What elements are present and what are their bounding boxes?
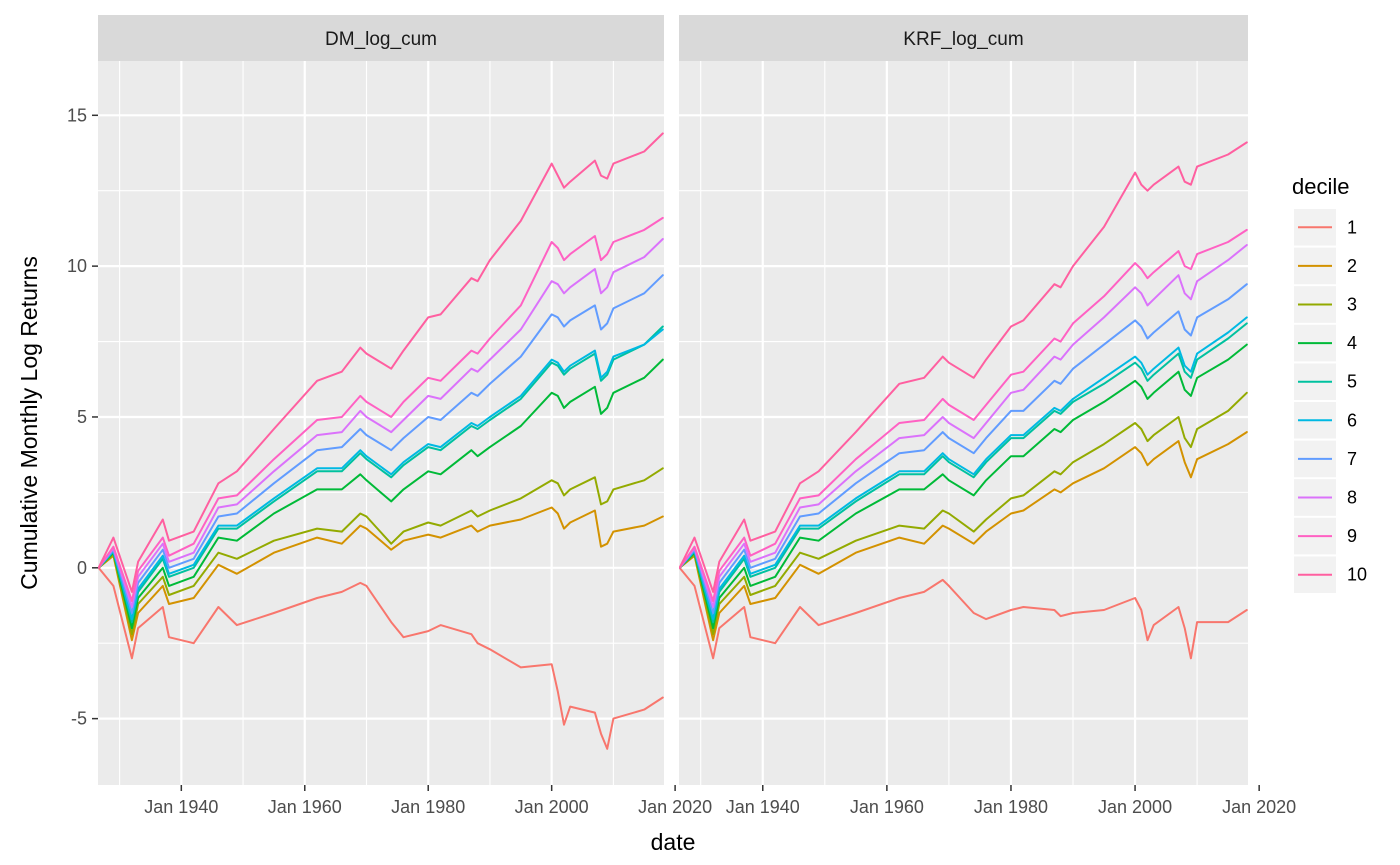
- series-line-decile-3: [679, 391, 1248, 636]
- series-line-decile-1: [98, 566, 664, 750]
- y-tick-label: 10: [67, 256, 87, 276]
- x-tick-label: Jan 1980: [974, 797, 1048, 817]
- facet-strip-label: DM_log_cum: [325, 29, 437, 50]
- legend-label: 6: [1347, 410, 1357, 430]
- series-line-decile-3: [98, 467, 664, 636]
- panel-background: [679, 61, 1248, 785]
- x-tick-label: Jan 1940: [144, 797, 218, 817]
- series-line-decile-10: [679, 141, 1248, 593]
- series-line-decile-5: [679, 322, 1248, 624]
- series-line-decile-9: [679, 228, 1248, 602]
- series-group: [679, 141, 1248, 660]
- series-line-decile-7: [98, 274, 664, 614]
- series-line-decile-8: [679, 244, 1248, 608]
- series-group: [98, 132, 664, 750]
- legend-label: 2: [1347, 256, 1357, 276]
- legend-item-decile-1: 1: [1294, 209, 1357, 246]
- series-line-decile-7: [679, 283, 1248, 614]
- facet-strip-label: KRF_log_cum: [903, 29, 1023, 50]
- legend-item-decile-10: 10: [1294, 556, 1367, 593]
- x-tick-label: Jan 2000: [515, 797, 589, 817]
- legend-label: 7: [1347, 449, 1357, 469]
- x-tick-label: Jan 1980: [391, 797, 465, 817]
- y-tick-label: 15: [67, 105, 87, 125]
- series-line-decile-4: [98, 358, 664, 630]
- legend-item-decile-4: 4: [1294, 324, 1357, 362]
- facet-strip: [98, 15, 664, 61]
- series-line-decile-4: [679, 343, 1248, 630]
- series-line-decile-8: [98, 238, 664, 608]
- facet-strip: [679, 15, 1248, 61]
- legend-item-decile-5: 5: [1294, 363, 1357, 400]
- x-tick-label: Jan 2000: [1098, 797, 1172, 817]
- legend-label: 5: [1347, 372, 1357, 392]
- x-tick-label: Jan 1940: [726, 797, 800, 817]
- facet-panel-DM_log_cum: DM_log_cum Jan 1940 Jan 1960 Jan 1980 Jan 20…: [67, 15, 712, 817]
- series-line-decile-2: [98, 506, 664, 642]
- legend-label: 4: [1347, 333, 1357, 353]
- x-tick-label: Jan 2020: [1222, 797, 1296, 817]
- y-axis-title: Cumulative Monthly Log Returns: [16, 256, 42, 590]
- series-line-decile-10: [98, 132, 664, 593]
- x-tick-label: Jan 1960: [850, 797, 924, 817]
- legend-item-decile-9: 9: [1294, 517, 1357, 555]
- legend-label: 8: [1347, 488, 1357, 508]
- x-tick-label: Jan 2020: [638, 797, 712, 817]
- legend-item-decile-7: 7: [1294, 440, 1357, 478]
- series-line-decile-2: [679, 431, 1248, 642]
- legend-label: 10: [1347, 565, 1367, 585]
- series-line-decile-6: [679, 316, 1248, 621]
- legend-title: decile: [1292, 174, 1349, 199]
- series-line-decile-9: [98, 216, 664, 602]
- series-line-decile-1: [679, 566, 1248, 660]
- legend-label: 3: [1347, 295, 1357, 315]
- legend-item-decile-6: 6: [1294, 402, 1357, 439]
- x-tick-label: Jan 1960: [268, 797, 342, 817]
- series-line-decile-5: [98, 325, 664, 624]
- legend-item-decile-8: 8: [1294, 479, 1357, 516]
- legend-label: 9: [1347, 526, 1357, 546]
- legend-item-decile-3: 3: [1294, 286, 1357, 323]
- series-line-decile-6: [98, 328, 664, 621]
- panel-background: [98, 61, 664, 785]
- y-tick-label: 5: [77, 407, 87, 427]
- x-axis-title: date: [651, 829, 696, 855]
- legend-label: 1: [1347, 217, 1357, 237]
- legend-item-decile-2: 2: [1294, 247, 1357, 285]
- facet-panel-KRF_log_cum: KRF_log_cum Jan 1940 Jan 1960 Jan 1980 Jan 2…: [679, 15, 1296, 817]
- y-tick-label: 0: [77, 558, 87, 578]
- y-tick-label: -5: [71, 709, 87, 729]
